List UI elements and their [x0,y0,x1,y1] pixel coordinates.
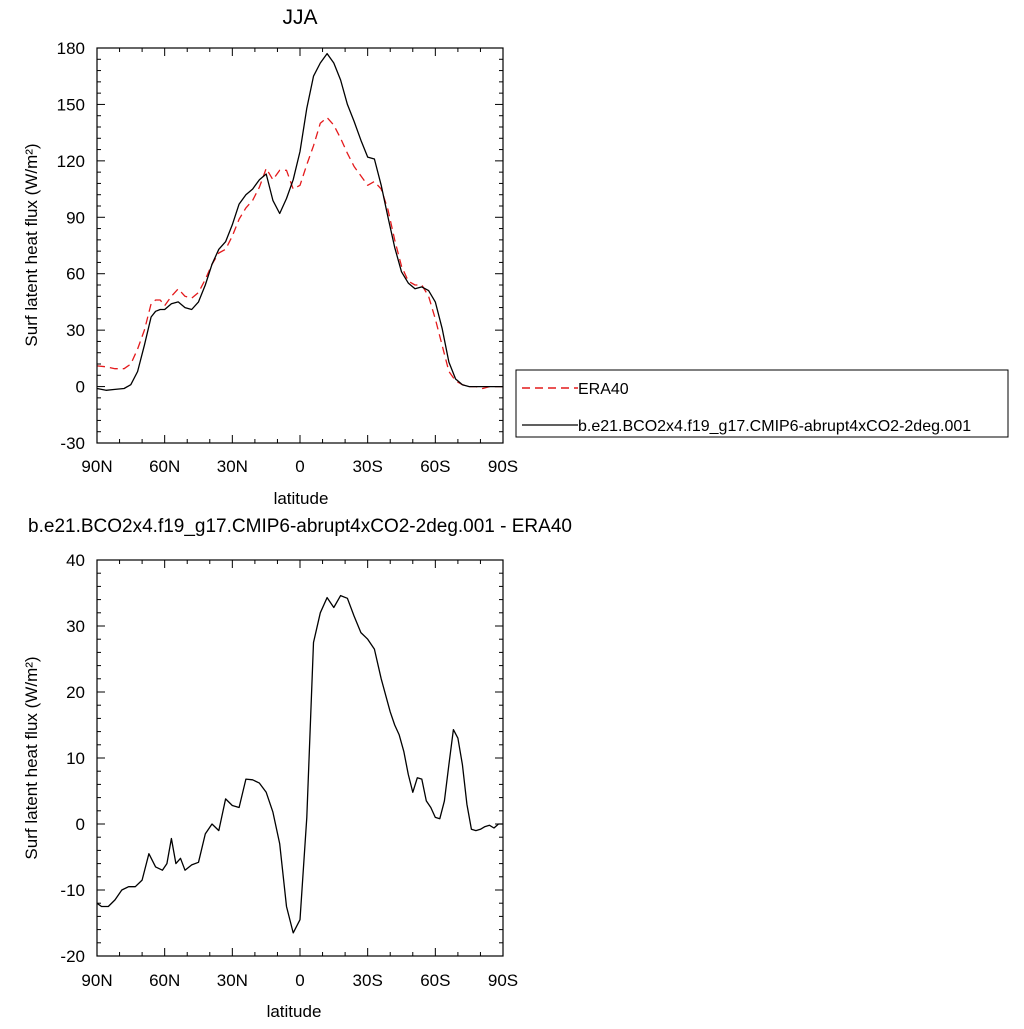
bottom-panel-series [96,594,503,934]
bottom-panel-ylabel: Surf latent heat flux (W/m²) [22,656,41,859]
legend: ERA40 b.e21.BCO2x4.f19_g17.CMIP6-abrupt4… [515,369,1009,438]
y-tick-label: 180 [57,39,85,58]
x-tick-label: 0 [295,971,304,990]
x-tick-label: 30S [353,457,383,476]
top-panel-ylabel: Surf latent heat flux (W/m²) [22,143,41,346]
x-tick-label: 30N [217,457,248,476]
series-line-difference [96,594,503,934]
y-tick-label: 0 [76,378,85,397]
x-tick-label: 90N [81,457,112,476]
y-tick-label: 30 [66,617,85,636]
top-panel-xlabel: latitude [274,489,329,508]
legend-label-era40: ERA40 [578,381,629,398]
series-line-model [96,52,503,391]
top-panel-series [96,52,503,391]
y-tick-label: 150 [57,95,85,114]
x-tick-label: 60S [420,457,450,476]
y-tick-label: 10 [66,749,85,768]
bottom-panel-xlabel: latitude [267,1002,322,1021]
y-tick-label: 20 [66,683,85,702]
top-panel-title: JJA [282,6,317,29]
y-tick-label: 120 [57,152,85,171]
y-tick-label: 90 [66,208,85,227]
legend-box [515,369,1009,438]
bottom-panel-ticks: 90N 60N 30N 0 30S 60S 90S -20 -10 0 10 20 30 40 [60,551,518,990]
x-tick-label: 60N [149,457,180,476]
x-tick-label: 90N [81,971,112,990]
legend-label-model: b.e21.BCO2x4.f19_g17.CMIP6-abrupt4xCO2-2… [578,418,971,435]
top-panel-frame [96,47,504,444]
x-tick-label: 0 [295,457,304,476]
bottom-panel-frame [96,559,504,957]
x-tick-label: 60N [149,971,180,990]
top-panel-ticks: 90N 60N 30N 0 30S 60S 90S -30 0 30 60 90 120 150 180 [57,39,519,476]
x-tick-label: 30N [217,971,248,990]
y-tick-label: -10 [60,881,85,900]
y-tick-label: 0 [76,815,85,834]
top-panel: JJA 90N 60N 30N 0 30S 60S 90S -30 0 30 60 90 120 150 1… [22,6,518,508]
y-tick-label: -20 [60,947,85,966]
series-line-era40 [96,116,503,390]
y-tick-label: 60 [66,265,85,284]
bottom-panel-title: b.e21.BCO2x4.f19_g17.CMIP6-abrupt4xCO2-2… [28,516,572,537]
bottom-panel: b.e21.BCO2x4.f19_g17.CMIP6-abrupt4xCO2-2… [22,516,572,1021]
x-tick-label: 90S [488,457,518,476]
x-tick-label: 60S [420,971,450,990]
x-tick-label: 90S [488,971,518,990]
y-tick-label: -30 [60,434,85,453]
y-tick-label: 40 [66,551,85,570]
y-tick-label: 30 [66,321,85,340]
x-tick-label: 30S [353,971,383,990]
